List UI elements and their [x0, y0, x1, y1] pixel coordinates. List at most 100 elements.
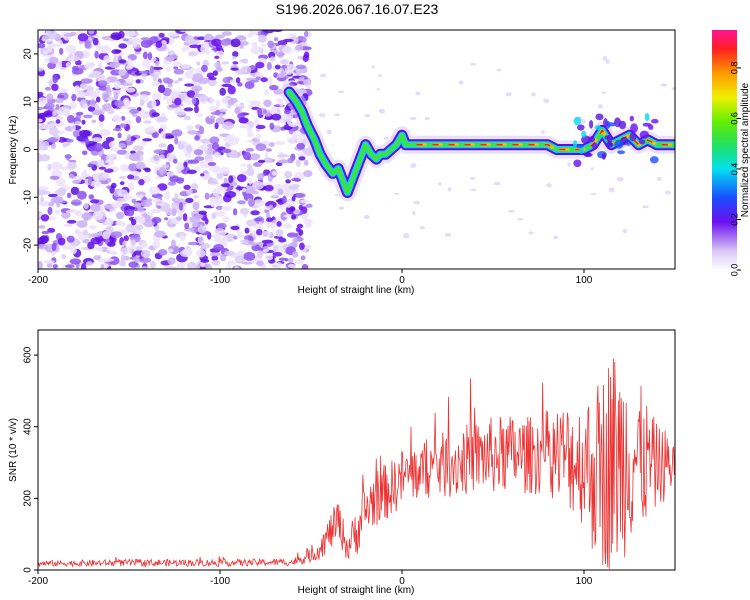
noise-blob	[608, 187, 615, 193]
noise-blob	[175, 216, 182, 221]
noise-blob	[660, 83, 668, 87]
noise-blob	[242, 151, 251, 161]
noise-blob	[171, 201, 180, 211]
signal-clutter	[607, 134, 613, 145]
noise-blob	[261, 239, 274, 244]
noise-blob	[215, 44, 223, 51]
noise-blob	[261, 43, 267, 48]
noise-blob	[671, 87, 675, 91]
noise-blob	[49, 56, 59, 64]
noise-blob	[166, 135, 175, 139]
noise-blob	[47, 206, 53, 215]
noise-blob	[115, 211, 125, 220]
noise-blob	[223, 177, 228, 184]
noise-blob	[117, 132, 122, 139]
noise-blob	[107, 107, 115, 115]
noise-blob	[201, 64, 208, 72]
noise-blob	[200, 259, 210, 263]
noise-blob	[141, 266, 149, 269]
noise-blob	[151, 81, 161, 87]
noise-blob	[105, 225, 114, 234]
signal-clutter	[644, 113, 650, 122]
noise-blob	[97, 159, 105, 166]
noise-blob	[51, 83, 59, 92]
noise-blob	[270, 195, 279, 199]
noise-blob	[86, 261, 93, 266]
noise-blob	[178, 77, 183, 82]
noise-blob	[249, 121, 254, 128]
noise-blob	[204, 192, 210, 200]
colorbar-tick-label: 0.8	[729, 62, 739, 75]
noise-blob	[274, 187, 279, 196]
noise-blob	[278, 237, 287, 243]
noise-blob	[138, 70, 149, 74]
noise-blob	[167, 181, 176, 186]
noise-blob	[200, 173, 205, 177]
noise-blob	[98, 166, 106, 170]
noise-blob	[122, 241, 127, 247]
noise-blob	[287, 264, 297, 268]
noise-blob	[233, 236, 238, 240]
noise-blob	[85, 89, 97, 97]
noise-blob	[219, 113, 224, 118]
noise-blob	[123, 97, 130, 106]
noise-blob	[267, 77, 273, 86]
noise-blob	[335, 193, 339, 197]
noise-blob	[141, 37, 151, 41]
noise-blob	[238, 117, 249, 124]
signal-clutter	[589, 120, 594, 129]
snr-panel: -200 -100 0 100 0 200 400 600 Height of straigh…	[8, 329, 676, 596]
noise-blob	[236, 174, 247, 183]
noise-blob	[61, 253, 67, 260]
noise-blob	[89, 98, 96, 108]
noise-blob	[217, 230, 227, 236]
noise-blob	[66, 235, 75, 243]
noise-blob	[184, 70, 194, 79]
noise-blob	[222, 216, 230, 223]
noise-blob	[152, 73, 158, 82]
noise-blob	[130, 218, 137, 226]
noise-blob	[66, 219, 77, 224]
noise-blob	[133, 145, 144, 151]
noise-blob	[158, 167, 167, 175]
noise-blob	[49, 175, 60, 180]
noise-blob	[77, 33, 89, 42]
noise-blob	[284, 258, 289, 262]
noise-blob	[75, 111, 84, 116]
noise-blob	[231, 56, 237, 60]
noise-blob	[257, 107, 263, 117]
noise-blob	[265, 148, 272, 152]
noise-blob	[105, 97, 117, 101]
noise-blob	[376, 88, 381, 91]
noise-blob	[153, 154, 160, 161]
noise-blob	[135, 116, 142, 124]
noise-blob	[49, 44, 61, 48]
noise-blob	[118, 43, 128, 49]
noise-blob	[250, 46, 262, 55]
noise-blob	[447, 187, 452, 192]
noise-blob	[162, 96, 169, 101]
noise-blob	[206, 143, 214, 151]
noise-blob	[98, 75, 106, 79]
x-tick-label: 100	[576, 275, 593, 286]
noise-blob	[87, 176, 92, 186]
noise-blob	[232, 208, 238, 216]
noise-blob	[91, 119, 97, 124]
noise-blob	[211, 255, 219, 261]
noise-blob	[47, 216, 57, 220]
noise-blob	[248, 153, 261, 161]
noise-blob	[505, 92, 512, 97]
noise-blob	[256, 250, 264, 258]
noise-blob	[38, 106, 45, 111]
noise-blob	[197, 225, 207, 234]
noise-blob	[119, 181, 125, 186]
spectrogram-plot-area	[38, 30, 675, 269]
figure-title: S196.2026.067.16.07.E23	[276, 1, 439, 17]
noise-blob	[104, 168, 114, 173]
noise-blob	[177, 112, 187, 116]
noise-blob	[65, 264, 75, 269]
noise-blob	[257, 34, 267, 43]
noise-blob	[235, 77, 241, 84]
noise-blob	[89, 224, 97, 230]
